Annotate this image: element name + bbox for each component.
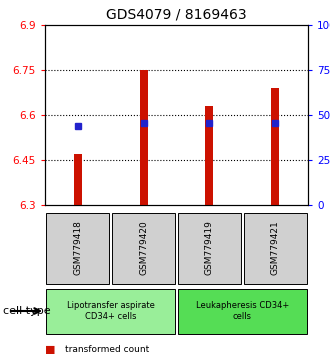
Text: GSM779421: GSM779421 [271, 220, 280, 275]
Bar [178, 289, 307, 334]
Text: GSM779419: GSM779419 [205, 220, 214, 275]
Bar [140, 70, 148, 205]
Bar [178, 213, 241, 284]
Bar [74, 154, 82, 205]
Text: Leukapheresis CD34+
cells: Leukapheresis CD34+ cells [196, 301, 289, 321]
Text: Lipotransfer aspirate
CD34+ cells: Lipotransfer aspirate CD34+ cells [67, 301, 155, 321]
Bar [244, 213, 307, 284]
Bar [206, 106, 213, 205]
Bar [112, 213, 175, 284]
Text: GSM779418: GSM779418 [73, 220, 82, 275]
Title: GDS4079 / 8169463: GDS4079 / 8169463 [106, 7, 247, 21]
Bar [46, 213, 110, 284]
Text: transformed count: transformed count [65, 346, 149, 354]
Bar [271, 88, 279, 205]
Text: ■: ■ [45, 345, 55, 354]
Text: GSM779420: GSM779420 [139, 220, 148, 275]
Bar [46, 289, 175, 334]
Text: cell type: cell type [3, 306, 51, 316]
